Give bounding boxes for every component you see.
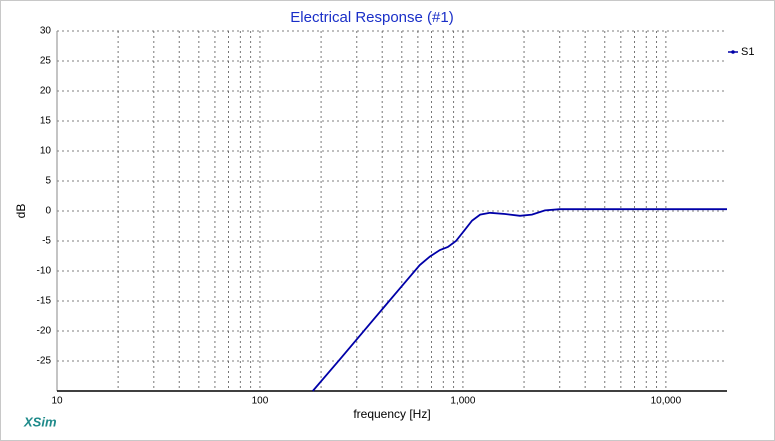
y-tick-label: 30 [40,26,52,37]
x-tick-label: 10 [51,396,63,407]
chart-title: Electrical Response (#1) [290,9,453,26]
watermark: XSim [23,414,57,429]
x-tick-label: 1,000 [450,396,475,407]
legend-label: S1 [741,46,754,58]
y-tick-label: -5 [42,236,51,247]
y-tick-label: 15 [40,116,52,127]
x-axis-label: frequency [Hz] [353,407,430,421]
series-line [312,208,727,392]
y-tick-label: -10 [37,266,52,277]
y-tick-label: -20 [37,326,52,337]
x-tick-label: 100 [252,396,269,407]
y-tick-label: 5 [45,176,51,187]
y-tick-label: 25 [40,56,52,67]
y-tick-label: -15 [37,296,52,307]
y-axis-label: dB [14,204,28,219]
y-tick-label: 10 [40,146,52,157]
y-tick-label: 20 [40,86,52,97]
x-tick-label: 10,000 [651,396,682,407]
y-tick-label: 0 [45,206,51,217]
legend-marker [731,50,735,54]
y-tick-label: -25 [37,356,52,367]
